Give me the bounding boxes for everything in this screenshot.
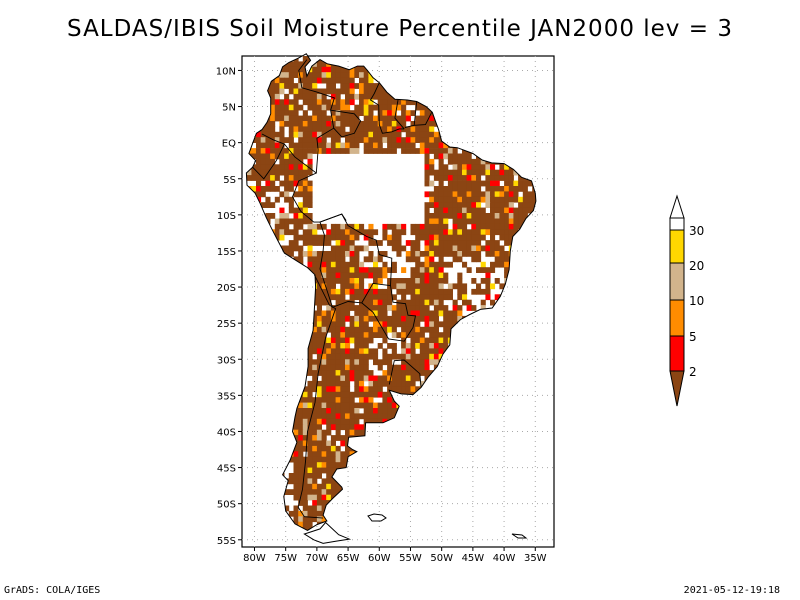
legend-swatch-20-30 bbox=[669, 229, 685, 264]
legend-swatch-above-30 bbox=[669, 217, 685, 231]
legend-label-5: 5 bbox=[689, 330, 697, 344]
timestamp: 2021-05-12-19:18 bbox=[683, 585, 780, 596]
x-tick-label: 60W bbox=[368, 553, 391, 564]
legend-label-2: 2 bbox=[689, 365, 697, 379]
color-legend: 30 20 10 5 2 bbox=[669, 194, 704, 407]
x-tick-label: 80W bbox=[243, 553, 266, 564]
legend-swatch-10-20 bbox=[669, 262, 685, 301]
map-title: SALDAS/IBIS Soil Moisture Percentile JAN… bbox=[67, 16, 733, 42]
legend-label-30: 30 bbox=[689, 224, 704, 238]
legend-swatch-5-10 bbox=[669, 299, 685, 337]
y-tick-label: 10S bbox=[217, 211, 236, 222]
x-tick-label: 70W bbox=[306, 553, 329, 564]
y-tick-label: 10N bbox=[216, 66, 236, 77]
legend-swatch-2-5 bbox=[669, 335, 685, 372]
country-border bbox=[414, 112, 433, 126]
x-tick-label: 75W bbox=[274, 553, 297, 564]
legend-label-20: 20 bbox=[689, 259, 704, 273]
south-georgia-island bbox=[511, 533, 528, 539]
y-tick-label: 5S bbox=[223, 175, 236, 186]
grads-credit: GrADS: COLA/IGES bbox=[4, 585, 101, 596]
y-tick-label: 30S bbox=[217, 355, 236, 366]
country-border bbox=[298, 59, 335, 174]
y-tick-label: 5N bbox=[222, 103, 236, 114]
country-borders bbox=[252, 59, 433, 519]
y-tick-label: 45S bbox=[217, 464, 236, 475]
y-tick-label: 50S bbox=[217, 500, 236, 511]
country-border bbox=[361, 285, 417, 342]
y-tick-label: 40S bbox=[217, 427, 236, 438]
country-border bbox=[297, 274, 337, 519]
y-tick-label: 20S bbox=[217, 283, 236, 294]
tierra-del-fuego bbox=[303, 521, 352, 544]
country-border bbox=[394, 99, 405, 130]
legend-bottom-arrow bbox=[669, 370, 685, 407]
country-border bbox=[319, 213, 347, 223]
x-tick-label: 45W bbox=[462, 553, 485, 564]
x-tick-label: 50W bbox=[430, 553, 453, 564]
country-border bbox=[319, 213, 393, 308]
y-tick-label: 15S bbox=[217, 247, 236, 258]
y-tick-label: 35S bbox=[217, 391, 236, 402]
y-tick-label: 55S bbox=[217, 536, 236, 547]
country-border bbox=[369, 82, 405, 134]
country-border bbox=[388, 359, 422, 388]
y-tick-label: 25S bbox=[217, 319, 236, 330]
falkland-islands bbox=[367, 513, 387, 522]
x-tick-label: 55W bbox=[399, 553, 422, 564]
y-tick-label: EQ bbox=[222, 139, 236, 150]
x-tick-label: 35W bbox=[524, 553, 547, 564]
legend-top-arrow bbox=[669, 194, 685, 219]
x-axis-ticks: 80W 75W 70W 65W 60W 55W 50W 45W 40W 35W bbox=[243, 547, 547, 564]
legend-label-10: 10 bbox=[689, 294, 704, 308]
country-border bbox=[330, 109, 362, 138]
country-border bbox=[261, 133, 285, 145]
x-tick-label: 40W bbox=[493, 553, 516, 564]
y-axis-ticks: 10N 5N EQ 5S 10S 15S 20S 25S 30S 35S 40S 45S 50S 55S bbox=[216, 66, 242, 547]
coastline bbox=[245, 53, 537, 531]
x-tick-label: 65W bbox=[337, 553, 360, 564]
